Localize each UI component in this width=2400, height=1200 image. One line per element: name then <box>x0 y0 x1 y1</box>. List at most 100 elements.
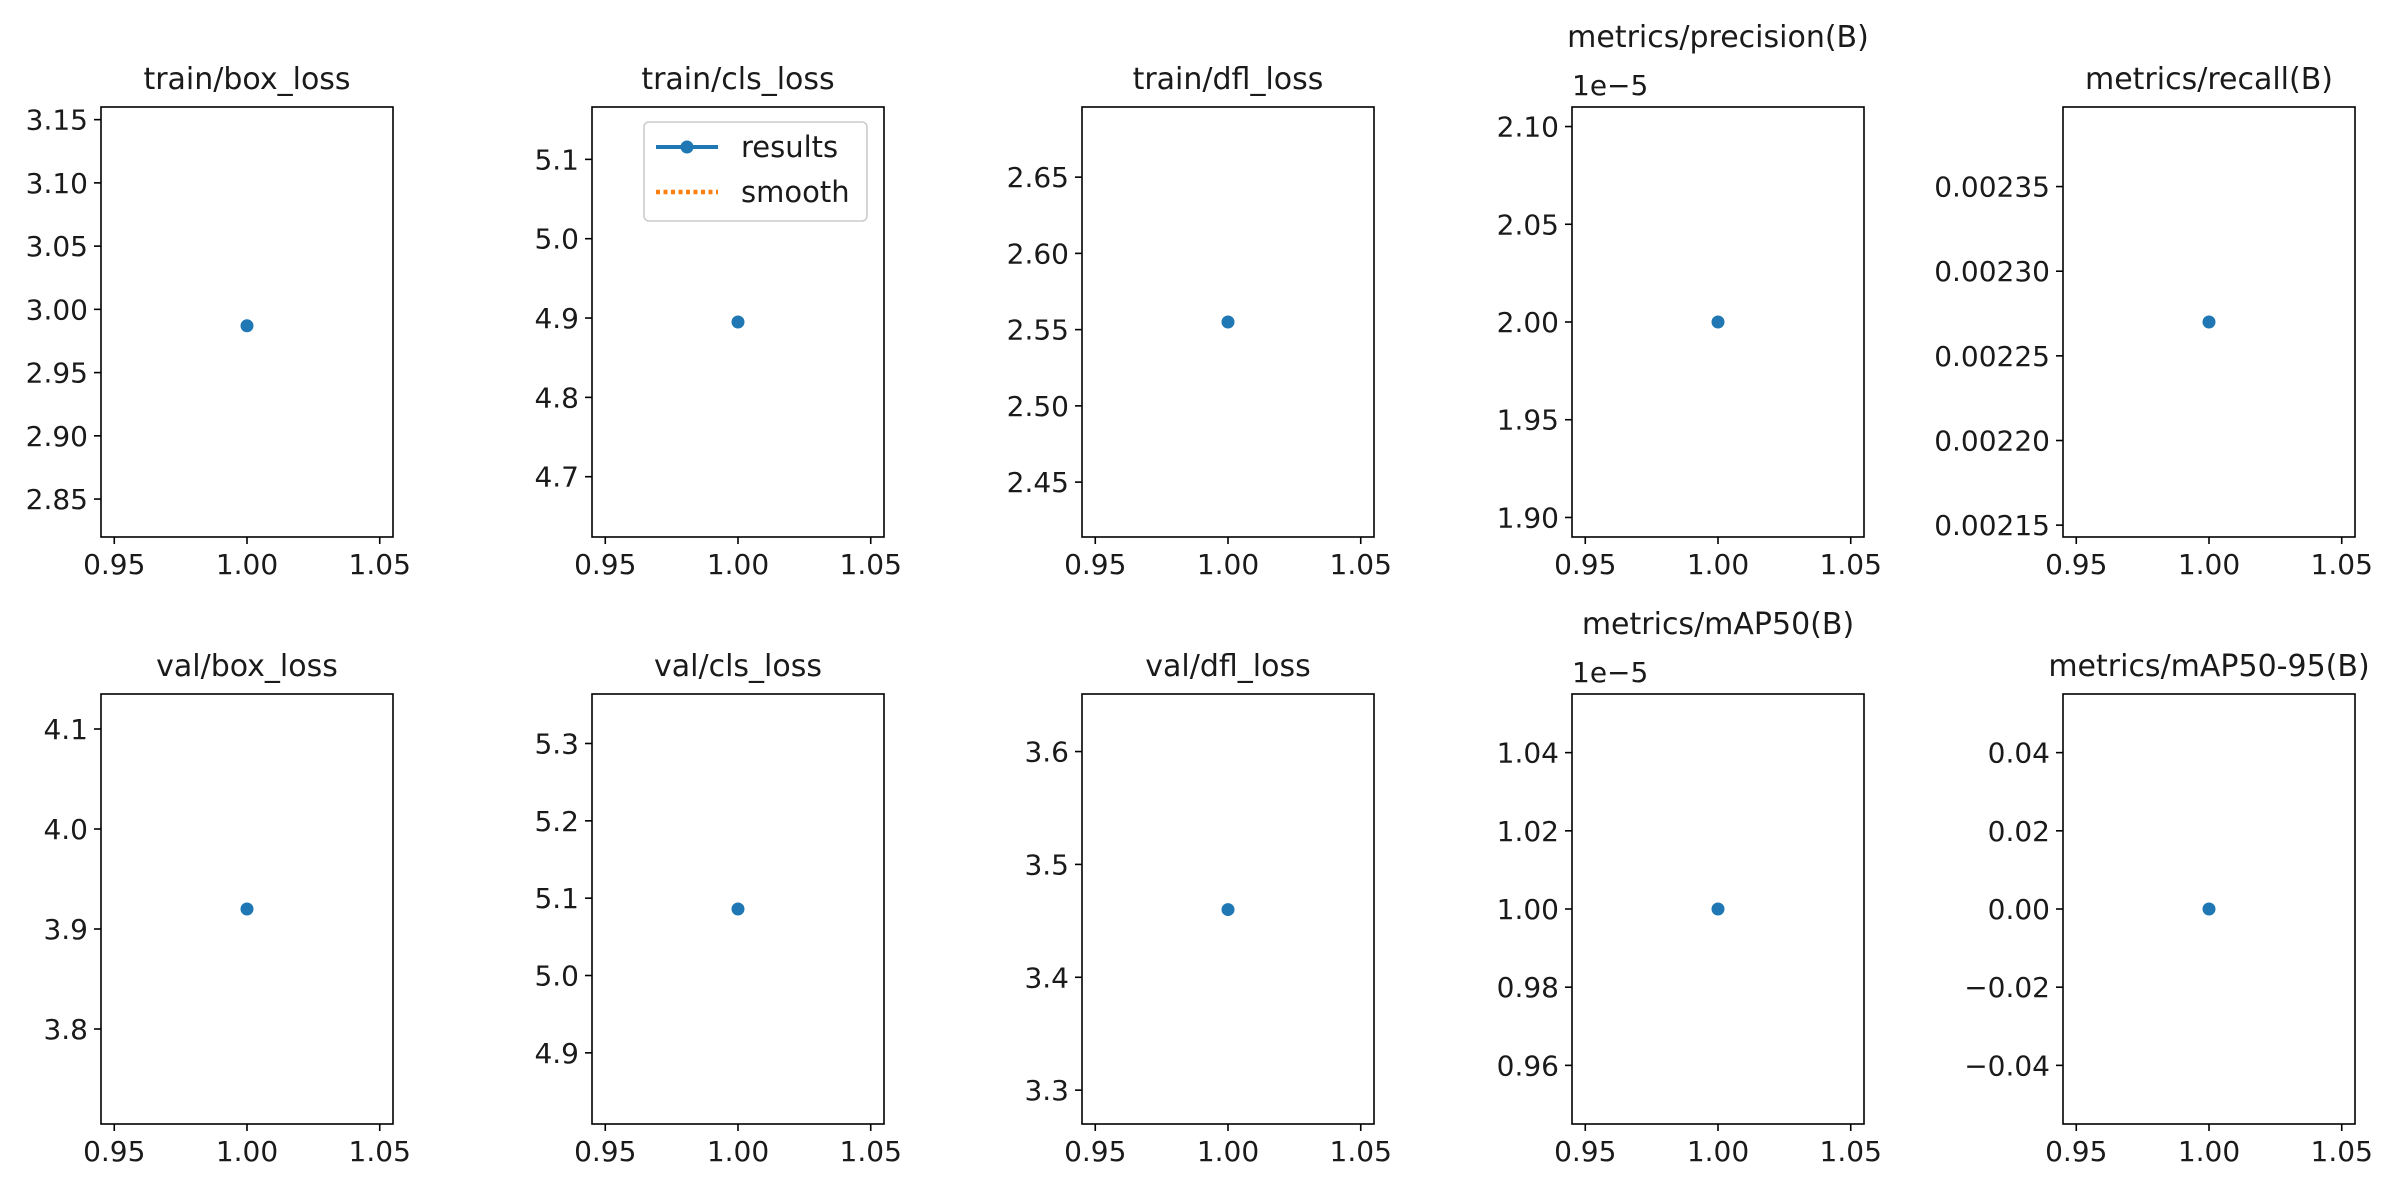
y-tick-label: 2.55 <box>1007 314 1069 347</box>
x-tick-label: 1.00 <box>1687 1135 1749 1168</box>
y-tick-label: 3.8 <box>43 1013 88 1046</box>
x-tick-label: 0.95 <box>1554 1135 1616 1168</box>
y-tick-label: −0.02 <box>1964 971 2050 1004</box>
y-tick-label: 3.6 <box>1024 736 1069 769</box>
y-tick-label: 0.04 <box>1988 737 2050 770</box>
y-tick-label: 3.4 <box>1024 961 1069 994</box>
x-tick-label: 1.00 <box>1197 1135 1259 1168</box>
y-tick-label: 2.65 <box>1007 161 1069 194</box>
data-point-results <box>1221 315 1235 329</box>
y-tick-label: 5.1 <box>534 882 579 915</box>
y-tick-label: 4.0 <box>43 813 88 846</box>
y-tick-label: 3.5 <box>1024 848 1069 881</box>
y-tick-label: 2.85 <box>26 483 88 516</box>
data-point-results <box>240 902 254 916</box>
y-tick-label: 2.00 <box>1497 306 1559 339</box>
data-point-results <box>1711 315 1725 329</box>
subplot-title: train/dfl_loss <box>1133 62 1324 97</box>
x-tick-label: 0.95 <box>574 1135 636 1168</box>
y-tick-label: 1.02 <box>1497 815 1559 848</box>
y-tick-label: 5.2 <box>534 805 579 838</box>
data-point-results <box>1711 902 1725 916</box>
x-tick-label: 1.00 <box>216 1135 278 1168</box>
x-tick-label: 1.00 <box>216 548 278 581</box>
data-point-results <box>2202 315 2216 329</box>
y-tick-label: 2.95 <box>26 357 88 390</box>
y-tick-label: 0.00 <box>1988 893 2050 926</box>
subplot-title: train/cls_loss <box>641 62 834 97</box>
subplot-0: train/box_loss 0.95 1.00 1.05 2.85 2.90 2.95 3.… <box>26 62 411 581</box>
y-tick-label: −0.04 <box>1964 1049 2050 1082</box>
x-tick-label: 0.95 <box>2045 1135 2107 1168</box>
y-tick-label: 0.00220 <box>1934 425 2050 458</box>
y-tick-label: 3.10 <box>26 167 88 200</box>
subplot-2: train/dfl_loss 0.95 1.00 1.05 2.45 2.50 2.55 2.… <box>1007 62 1392 581</box>
legend-results-marker <box>680 140 694 154</box>
x-tick-label: 1.00 <box>1197 548 1259 581</box>
y-tick-label: 4.7 <box>534 461 579 494</box>
subplot-title: metrics/recall(B) <box>2085 62 2333 97</box>
y-tick-label: 2.50 <box>1007 390 1069 423</box>
y-tick-label: 4.8 <box>534 381 579 414</box>
subplot-1: train/cls_loss 0.95 1.00 1.05 4.7 4.8 4.9 5.0 5.… <box>534 62 901 581</box>
y-tick-label: 0.96 <box>1497 1049 1559 1082</box>
subplot-3: metrics/precision(B) 1e−5 0.95 1.00 1.05 1.90… <box>1497 20 1882 581</box>
x-tick-label: 1.05 <box>2311 1135 2373 1168</box>
subplot-7: val/dfl_loss 0.95 1.00 1.05 3.3 3.4 3.5 3.6 <box>1024 649 1391 1168</box>
x-tick-label: 1.00 <box>707 548 769 581</box>
y-tick-label: 3.9 <box>43 913 88 946</box>
x-tick-label: 1.05 <box>1820 1135 1882 1168</box>
y-offset-label: 1e−5 <box>1572 69 1648 102</box>
x-tick-label: 1.05 <box>1330 548 1392 581</box>
legend-results-label: results <box>741 130 838 164</box>
subplot-title: metrics/mAP50(B) <box>1582 607 1854 642</box>
subplot-title: val/cls_loss <box>654 649 822 684</box>
x-tick-label: 0.95 <box>83 548 145 581</box>
subplot-8: metrics/mAP50(B) 1e−5 0.95 1.00 1.05 0.96 0.98… <box>1497 607 1882 1168</box>
x-tick-label: 0.95 <box>1064 1135 1126 1168</box>
legend-smooth-label: smooth <box>741 175 850 209</box>
y-tick-label: 3.05 <box>26 230 88 263</box>
y-tick-label: 0.02 <box>1988 815 2050 848</box>
y-tick-label: 1.95 <box>1497 404 1559 437</box>
y-tick-label: 0.00215 <box>1934 509 2050 542</box>
x-tick-label: 1.00 <box>1687 548 1749 581</box>
x-tick-label: 1.00 <box>707 1135 769 1168</box>
y-tick-label: 4.9 <box>534 1037 579 1070</box>
x-tick-label: 0.95 <box>1554 548 1616 581</box>
y-tick-label: 3.00 <box>26 293 88 326</box>
x-tick-label: 0.95 <box>1064 548 1126 581</box>
y-tick-label: 2.45 <box>1007 466 1069 499</box>
y-tick-label: 2.90 <box>26 420 88 453</box>
y-tick-label: 3.3 <box>1024 1074 1069 1107</box>
data-point-results <box>731 902 745 916</box>
legend: results smooth <box>643 121 868 222</box>
data-point-results <box>2202 902 2216 916</box>
y-tick-label: 2.10 <box>1497 111 1559 144</box>
y-tick-label: 5.0 <box>534 960 579 993</box>
x-tick-label: 1.00 <box>2178 1135 2240 1168</box>
subplot-6: val/cls_loss 0.95 1.00 1.05 4.9 5.0 5.1 5.2 5.3 <box>534 649 901 1168</box>
subplot-title: val/dfl_loss <box>1145 649 1310 684</box>
y-tick-label: 3.15 <box>26 104 88 137</box>
subplot-5: val/box_loss 0.95 1.00 1.05 3.8 3.9 4.0 4.1 <box>43 649 410 1168</box>
y-tick-label: 1.00 <box>1497 893 1559 926</box>
x-tick-label: 0.95 <box>83 1135 145 1168</box>
x-tick-label: 1.05 <box>1330 1135 1392 1168</box>
x-tick-label: 1.05 <box>840 1135 902 1168</box>
y-tick-label: 0.98 <box>1497 971 1559 1004</box>
y-tick-label: 0.00230 <box>1934 255 2050 288</box>
y-tick-label: 2.05 <box>1497 208 1559 241</box>
subplot-title: train/box_loss <box>143 62 350 97</box>
y-tick-label: 5.1 <box>534 143 579 176</box>
data-point-results <box>731 315 745 329</box>
y-tick-label: 1.90 <box>1497 501 1559 534</box>
subplot-9: metrics/mAP50-95(B) 0.95 1.00 1.05 −0.04 −0.0… <box>1964 649 2373 1168</box>
x-tick-label: 1.00 <box>2178 548 2240 581</box>
x-tick-label: 1.05 <box>349 548 411 581</box>
x-tick-label: 0.95 <box>2045 548 2107 581</box>
data-point-results <box>1221 903 1235 917</box>
y-tick-label: 4.1 <box>43 713 88 746</box>
y-offset-label: 1e−5 <box>1572 656 1648 689</box>
